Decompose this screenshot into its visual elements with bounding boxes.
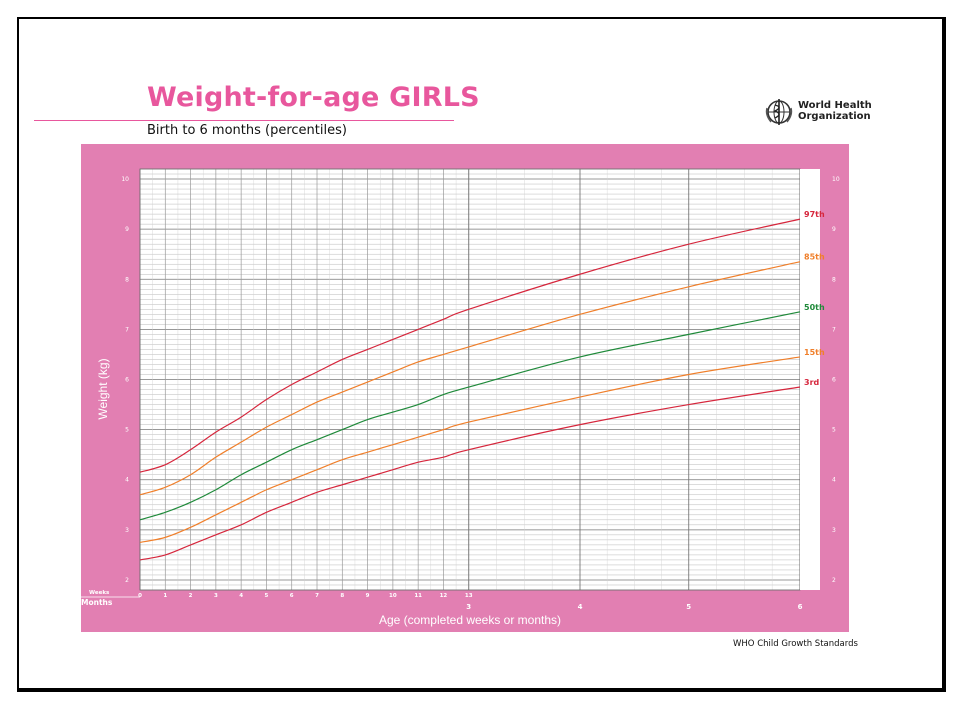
axis-labels: 2 23 34 45 56 67 78 89 910 100 1 2 3 4 5 6 7 8 9 10 11 12 133 4… xyxy=(121,176,839,611)
y-tick-label-right: 8 xyxy=(832,276,836,283)
y-tick-label-right: 10 xyxy=(832,176,840,183)
x-axis-label: Age (completed weeks or months) xyxy=(379,613,561,627)
grid xyxy=(139,168,801,591)
month-tick-label: 6 xyxy=(798,603,803,611)
week-tick-label: 4 xyxy=(239,593,243,599)
series-label-97th: 97th xyxy=(804,210,825,219)
series-label-15th: 15th xyxy=(804,348,825,357)
week-tick-label: 12 xyxy=(440,593,448,599)
y-tick-label-right: 4 xyxy=(832,477,836,484)
week-tick-label: 1 xyxy=(163,593,167,599)
y-tick-label-right: 3 xyxy=(832,527,836,534)
title-underline xyxy=(34,120,454,121)
right-axis-strip xyxy=(800,169,820,590)
page-subtitle: Birth to 6 months (percentiles) xyxy=(147,123,347,138)
y-tick-label-left: 7 xyxy=(125,326,129,333)
percentile-line-85th xyxy=(139,261,801,496)
percentile-line-97th xyxy=(139,218,801,473)
week-tick-label: 11 xyxy=(414,593,422,599)
week-tick-label: 0 xyxy=(138,593,142,599)
series-label-3rd: 3rd xyxy=(804,378,820,387)
who-emblem-icon xyxy=(765,99,793,125)
week-tick-label: 3 xyxy=(214,593,218,599)
y-tick-label-left: 5 xyxy=(125,427,129,434)
week-tick-label: 7 xyxy=(315,593,319,599)
month-tick-label: 3 xyxy=(466,603,471,611)
y-tick-label-right: 5 xyxy=(832,427,836,434)
who-name-line1: World Health xyxy=(798,100,872,111)
percentile-lines xyxy=(139,218,801,561)
week-tick-label: 9 xyxy=(366,593,370,599)
y-tick-label-left: 9 xyxy=(125,226,129,233)
week-tick-label: 2 xyxy=(189,593,193,599)
y-tick-label-left: 10 xyxy=(121,176,129,183)
y-tick-label-right: 9 xyxy=(832,226,836,233)
y-tick-label-right: 7 xyxy=(832,326,836,333)
percentile-line-50th xyxy=(139,311,801,521)
months-row-label: Months xyxy=(81,598,113,607)
y-tick-label-right: 6 xyxy=(832,377,836,384)
series-label-85th: 85th xyxy=(804,253,825,262)
page-title: Weight-for-age GIRLS xyxy=(147,82,480,113)
week-tick-label: 13 xyxy=(465,593,473,599)
y-tick-label-left: 6 xyxy=(125,377,129,384)
y-tick-label-left: 8 xyxy=(125,276,129,283)
growth-chart: 2 23 34 45 56 67 78 89 910 100 1 2 3 4 5 6 7 8 9 10 11 12 133 4… xyxy=(81,168,840,627)
y-tick-label-left: 2 xyxy=(125,577,129,584)
month-tick-label: 4 xyxy=(578,603,583,611)
who-name-line2: Organization xyxy=(798,111,871,122)
who-name: World Health Organization xyxy=(798,100,872,122)
chart-panel: 2 2 3 3 4 4 5 5 6 6 7 7 8 8 9 9 10 10 0 1 2 3 4 5 6 7 8 9 10 11 12 13 3 4… xyxy=(81,144,849,632)
y-tick-label-left: 3 xyxy=(125,527,129,534)
percentile-line-3rd xyxy=(139,386,801,561)
weeks-row-label: Weeks xyxy=(89,590,110,596)
series-label-50th: 50th xyxy=(804,303,825,312)
y-axis-label: Weight (kg) xyxy=(96,358,110,419)
month-tick-label: 5 xyxy=(686,603,691,611)
week-tick-label: 6 xyxy=(290,593,294,599)
footer-credit: WHO Child Growth Standards xyxy=(733,639,858,649)
y-tick-label-right: 2 xyxy=(832,577,836,584)
week-tick-label: 10 xyxy=(389,593,397,599)
who-logo: World Health Organization xyxy=(764,97,884,133)
week-tick-label: 8 xyxy=(340,593,344,599)
week-tick-label: 5 xyxy=(265,593,269,599)
y-tick-label-left: 4 xyxy=(125,477,129,484)
percentile-line-15th xyxy=(139,356,801,543)
